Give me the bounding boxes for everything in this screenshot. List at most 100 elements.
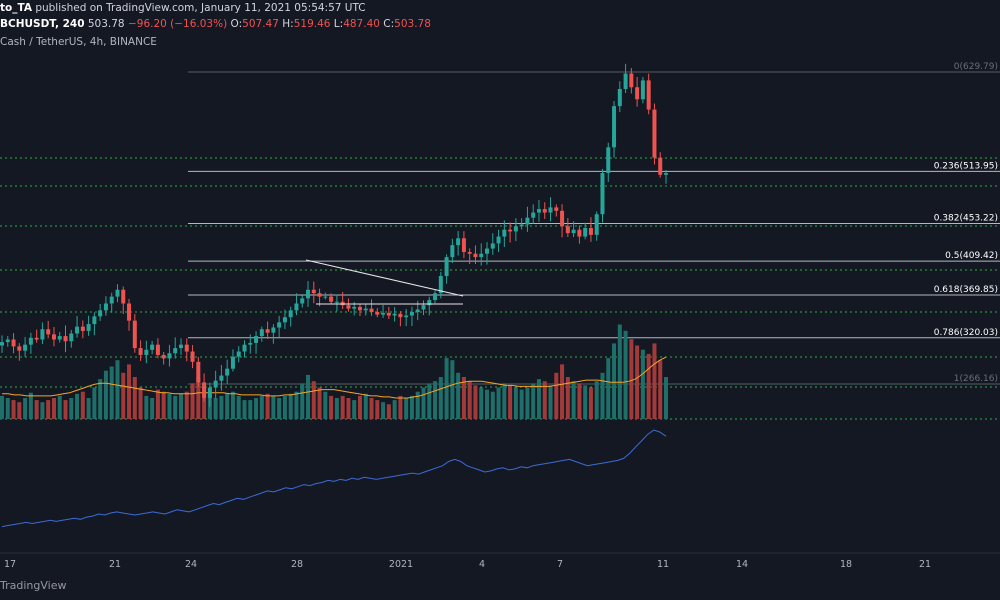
candle-body: [427, 300, 432, 306]
volume-bar: [213, 398, 218, 419]
candle-body: [386, 312, 391, 316]
candle-body: [606, 147, 611, 174]
volume-bar: [600, 372, 605, 419]
candle-body: [306, 289, 311, 299]
candle-body: [623, 73, 628, 89]
volume-bar: [623, 330, 628, 419]
candle-body: [17, 346, 22, 351]
volume-bar: [490, 391, 495, 419]
fibonacci-retracement[interactable]: 0(629.79) 0.236(513.95) 0.382(453.22) 0.5(4…: [188, 62, 1000, 385]
candle-body: [178, 344, 183, 349]
volume-bar: [461, 377, 466, 419]
candle-body: [46, 329, 51, 335]
candle-body: [664, 173, 668, 175]
volume-bar: [485, 389, 490, 419]
candle-body: [63, 336, 68, 342]
symbol-label[interactable]: BCHUSDT, 240: [0, 18, 85, 30]
volume-bar: [381, 402, 386, 419]
volume-bar: [415, 391, 420, 419]
candle-body: [121, 289, 126, 304]
candle-body: [236, 351, 241, 357]
tradingview-logo-text: TradingView: [0, 579, 67, 592]
volume-bar: [542, 381, 547, 419]
volume-bar: [46, 400, 51, 419]
trendline-drawings[interactable]: [305, 259, 464, 305]
time-axis-tick: 2021: [389, 559, 413, 570]
candle-body: [155, 344, 160, 355]
volume-bar: [508, 385, 513, 419]
volume-bar: [317, 387, 322, 419]
volume-bar: [548, 385, 553, 419]
volume-bar: [288, 393, 293, 419]
candle-body: [571, 229, 576, 234]
volume-bar: [277, 398, 282, 419]
volume-bar: [588, 387, 593, 419]
candle-body: [207, 387, 212, 398]
volume-bar: [28, 392, 33, 419]
volume-bar: [594, 381, 599, 419]
volume-bar: [155, 389, 160, 419]
candle-body: [635, 87, 640, 100]
candle-body: [444, 257, 449, 277]
candle-body: [184, 344, 189, 352]
candle-body: [404, 315, 409, 318]
volume-bar: [375, 400, 380, 419]
volume-bar: [369, 398, 374, 419]
volume-bar: [271, 395, 276, 419]
candle-body: [479, 253, 484, 258]
candle-body: [69, 333, 74, 342]
candle-body: [242, 344, 247, 352]
volume-bar: [554, 372, 559, 419]
time-axis-tick: 21: [919, 559, 931, 570]
descending-trendline[interactable]: [305, 259, 464, 297]
volume-bar: [404, 398, 409, 419]
candle-body: [381, 312, 386, 315]
volume-bar: [259, 395, 264, 419]
brand-footer: TradingView: [0, 579, 66, 592]
volume-bar: [409, 395, 414, 419]
volume-bar: [121, 372, 126, 419]
volume-bar: [334, 398, 339, 419]
volume-bar: [311, 381, 316, 419]
candle-body: [86, 324, 91, 331]
volume-bar: [629, 339, 634, 419]
volume-bar: [63, 400, 68, 419]
volume-ma-line: [2, 356, 667, 399]
candle-body: [646, 80, 651, 110]
volume-bar: [69, 398, 74, 419]
candle-body: [190, 351, 195, 362]
volume-bar: [236, 395, 241, 419]
candle-body: [294, 303, 299, 311]
publish-info: published on TradingView.com, January 11…: [35, 2, 366, 14]
volume-bar: [577, 383, 582, 419]
volume-bar: [433, 381, 438, 419]
time-axis-tick: 28: [291, 559, 303, 570]
candle-body: [421, 305, 426, 310]
volume-bar: [103, 370, 108, 419]
candle-body: [51, 334, 56, 340]
time-axis-tick: 11: [657, 559, 669, 570]
author-name[interactable]: to_TA: [0, 2, 32, 14]
candle-body: [115, 289, 120, 297]
candle-body: [329, 296, 334, 302]
time-axis-tick: 21: [109, 559, 121, 570]
close-label: C:: [383, 18, 395, 30]
candle-body: [456, 238, 461, 246]
volume-bar: [75, 393, 80, 419]
candle-body: [450, 245, 455, 258]
volume-bar: [167, 393, 172, 419]
support-resistance-lines: [0, 157, 1000, 420]
volume-bar: [536, 379, 541, 419]
chart-subtitle: Cash / TetherUS, 4h, BINANCE: [0, 36, 157, 48]
price-change: −96.20 (−16.03%): [127, 18, 228, 30]
candle-body: [248, 342, 253, 345]
volume-bar: [23, 398, 28, 419]
volume-bar: [565, 377, 570, 419]
volume-bar: [525, 387, 530, 419]
volume-bar: [427, 383, 432, 419]
candle-body: [357, 306, 362, 311]
time-axis[interactable]: 17 21 24 28 2021 4 7 11 14 18 21: [4, 559, 931, 570]
volume-bar: [265, 393, 270, 419]
volume-bar: [300, 383, 305, 419]
